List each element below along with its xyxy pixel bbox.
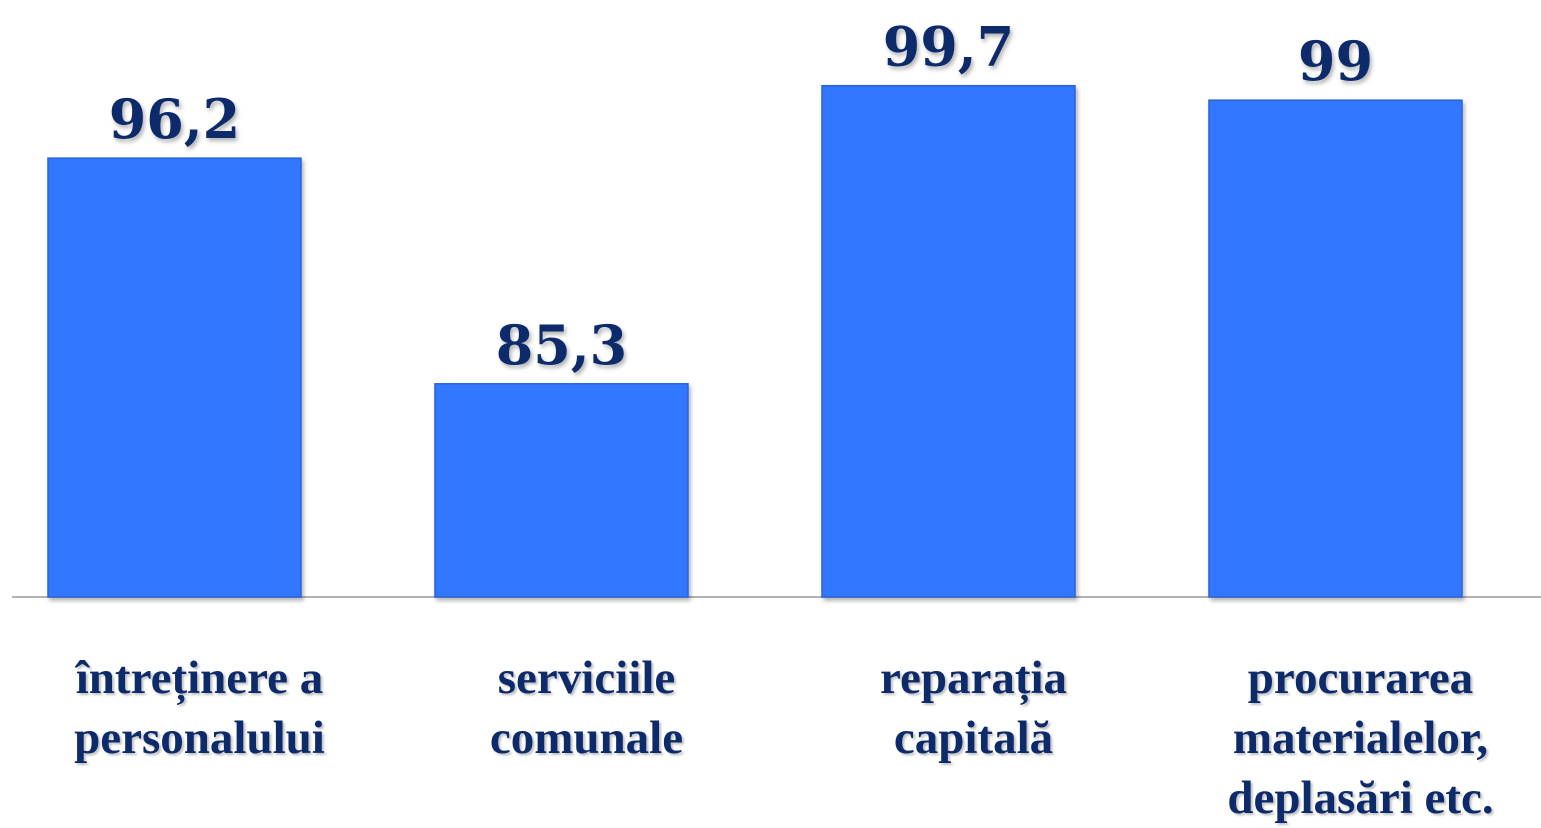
bar bbox=[47, 157, 302, 598]
value-label: 85,3 bbox=[496, 313, 628, 377]
x-tick-label: procurarea materialelor, deplasări etc. bbox=[1227, 652, 1494, 824]
bar bbox=[1208, 99, 1463, 598]
x-tick-label: întreținere a personalului bbox=[74, 652, 325, 764]
value-label: 99 bbox=[1298, 29, 1373, 93]
value-label: 99,7 bbox=[883, 15, 1015, 79]
x-tick-label: serviciile comunale bbox=[489, 652, 684, 764]
bar bbox=[821, 84, 1076, 598]
x-tick-label: reparația capitală bbox=[879, 652, 1068, 764]
bar bbox=[434, 383, 689, 598]
value-label: 96,2 bbox=[109, 87, 241, 151]
